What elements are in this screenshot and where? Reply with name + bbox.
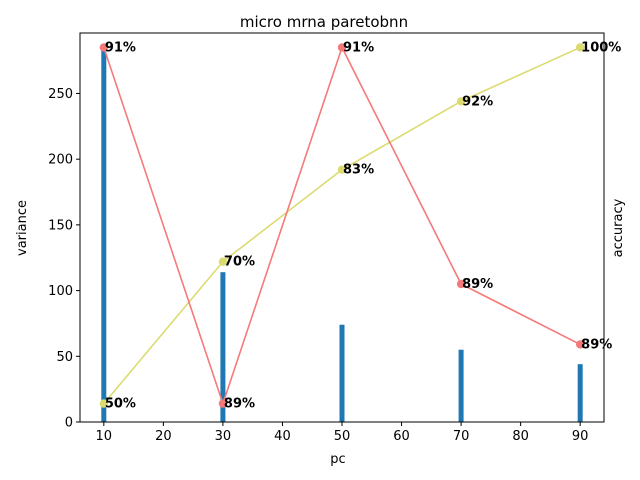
cumulative-label-10: 50% [105,397,136,412]
cumulative-label-50: 83% [343,163,374,178]
y-tick-label-100: 100 [48,284,73,299]
x-tick-label-10: 10 [96,429,113,444]
x-tick-label-60: 60 [393,429,410,444]
bar-70 [458,349,464,422]
x-tick-label-30: 30 [215,429,232,444]
x-tick-label-90: 90 [572,429,589,444]
accuracy-label-10: 91% [105,40,136,55]
y2-axis-label: accuracy [611,198,626,257]
accuracy-label-70: 89% [462,277,493,292]
y-tick-label-150: 150 [48,218,73,233]
bar-30 [220,272,226,422]
bar-50 [339,324,345,422]
x-tick-label-80: 80 [512,429,529,444]
accuracy-point-50 [337,43,347,52]
accuracy-point-30 [218,399,228,408]
bars-layer [101,47,583,422]
x-tick-label-50: 50 [334,429,351,444]
y-tick-label-200: 200 [48,153,73,168]
y-tick-label-50: 50 [56,350,73,365]
x-axis-label: pc [330,452,345,467]
y-axis: 0 50 100 150 200 250 [48,87,80,431]
cumulative-label-30: 70% [224,255,255,270]
x-tick-label-70: 70 [453,429,470,444]
y-axis-label: variance [15,200,30,256]
cumulative-label-90: 100% [581,40,621,55]
bar-10 [101,47,107,422]
lines-layer [99,43,585,408]
accuracy-point-70 [456,279,466,289]
cumulative-point-70 [456,97,466,106]
bar-90 [577,364,583,422]
accuracy-label-90: 89% [581,337,612,352]
x-tick-label-40: 40 [274,429,291,444]
cumulative-point-90 [575,43,585,52]
accuracy-point-90 [575,340,585,349]
y-tick-label-0: 0 [65,416,73,431]
y-tick-label-250: 250 [48,87,73,102]
x-tick-label-20: 20 [155,429,172,444]
cumulative-point-50 [337,165,347,174]
x-axis: 10 20 30 40 50 60 70 80 90 [96,422,589,444]
accuracy-label-50: 91% [343,40,374,55]
cumulative-label-70: 92% [462,94,493,109]
cumulative-point-30 [218,257,228,266]
chart-title: micro mrna paretobnn [240,13,408,31]
accuracy-label-30: 89% [224,397,255,412]
accuracy-point-10 [99,43,109,52]
labels-layer: 50% 70% 83% 92% 100% 91% 89% 91% 89% 89% [105,40,622,411]
cumulative-point-10 [99,399,109,408]
